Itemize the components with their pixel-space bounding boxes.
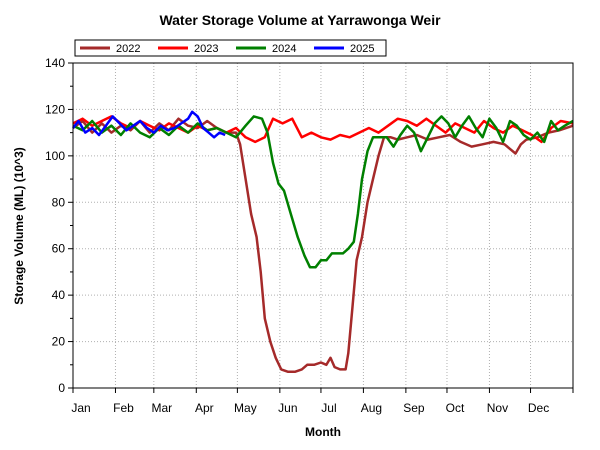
y-tick-label: 120 (45, 102, 65, 116)
y-tick-label: 100 (45, 149, 65, 163)
y-tick-label: 80 (52, 195, 66, 209)
legend-label-2023: 2023 (194, 43, 218, 55)
series-layer (72, 110, 574, 374)
series-line-2024 (72, 115, 574, 269)
legend-box (74, 39, 387, 57)
x-axis: Jan Feb Mar Apr May Jun Jul Aug Sep Oct Nov Dec (71, 388, 574, 415)
x-tick-label: Nov (487, 401, 508, 415)
legend-label-2025: 2025 (350, 43, 374, 55)
y-tick-label: 40 (52, 288, 66, 302)
y-tick-label: 20 (52, 335, 66, 349)
legend: 2022 2023 2024 2025 (74, 39, 387, 57)
x-tick-label: May (234, 401, 257, 415)
x-tick-label: Mar (151, 401, 172, 415)
y-tick-label: 60 (52, 242, 66, 256)
x-tick-label: Jun (278, 401, 297, 415)
x-tick-label: Feb (113, 401, 134, 415)
x-tick-label: Oct (446, 401, 465, 415)
x-tick-label: Apr (195, 401, 214, 415)
grid-lines (73, 63, 573, 388)
x-tick-label: Jul (321, 401, 336, 415)
legend-label-2022: 2022 (116, 43, 140, 55)
series-line-2025 (72, 110, 226, 139)
chart-title: Water Storage Volume at Yarrawonga Weir (159, 12, 441, 28)
x-axis-title: Month (305, 425, 341, 439)
y-tick-label: 0 (58, 381, 65, 395)
y-tick-label: 140 (45, 56, 65, 70)
x-tick-label: Sep (403, 401, 425, 415)
series-line-2022 (72, 117, 574, 374)
x-tick-label: Aug (361, 401, 382, 415)
x-tick-label: Jan (71, 401, 90, 415)
x-tick-label: Dec (528, 401, 549, 415)
y-axis-title: Storage Volume (ML) (10^3) (12, 147, 26, 304)
legend-label-2024: 2024 (272, 43, 296, 55)
y-axis: 0 20 40 60 80 100 120 140 (45, 56, 73, 395)
